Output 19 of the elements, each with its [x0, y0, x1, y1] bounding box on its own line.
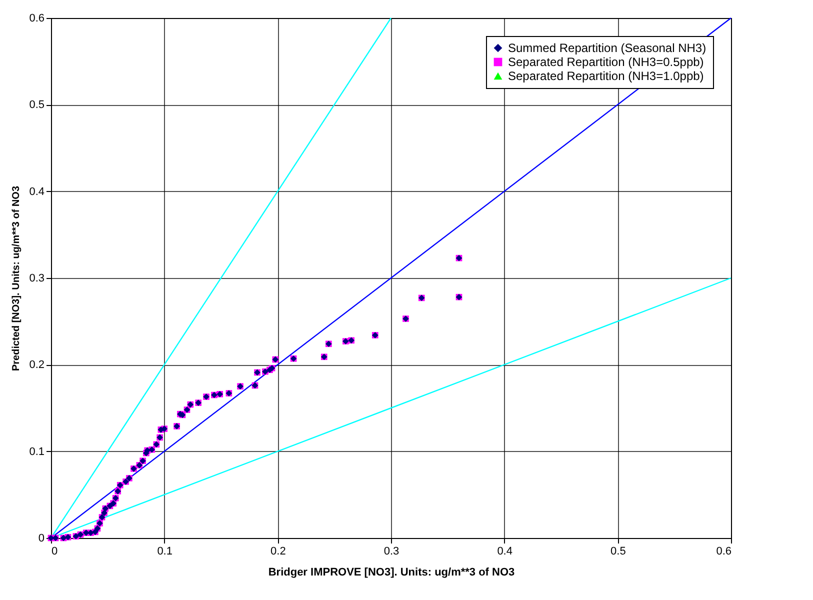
legend-label: Summed Repartition (Seasonal NH3) [508, 41, 706, 55]
x-tick-label: 0.3 [384, 546, 400, 558]
y-tick-label: 0 [38, 532, 44, 544]
x-tick-label: 0.5 [610, 546, 626, 558]
x-tick-label: 0.4 [497, 546, 512, 558]
y-tick-label: 0.3 [29, 272, 44, 284]
x-tick-label: 0.1 [157, 546, 172, 558]
legend-label: Separated Repartition (NH3=0.5ppb) [508, 55, 704, 69]
y-tick-label: 0.4 [29, 186, 44, 198]
x-tick-label: 0.6 [716, 546, 732, 558]
x-axis-title: Bridger IMPROVE [NO3]. Units: ug/m**3 of NO3 [268, 566, 515, 578]
y-tick-label: 0.1 [29, 446, 44, 458]
y-axis-title: Predicted [NO3]. Units: ug/m**3 of NO3 [11, 186, 22, 372]
x-tick-label: 0 [52, 546, 58, 558]
y-tick-label: 0.2 [29, 359, 44, 372]
x-tick-label: 0.2 [270, 546, 286, 558]
y-tick-label: 0.5 [29, 99, 44, 112]
legend-label: Separated Repartition (NH3=1.0ppb) [508, 69, 704, 83]
y-tick-label: 0.6 [29, 12, 44, 24]
